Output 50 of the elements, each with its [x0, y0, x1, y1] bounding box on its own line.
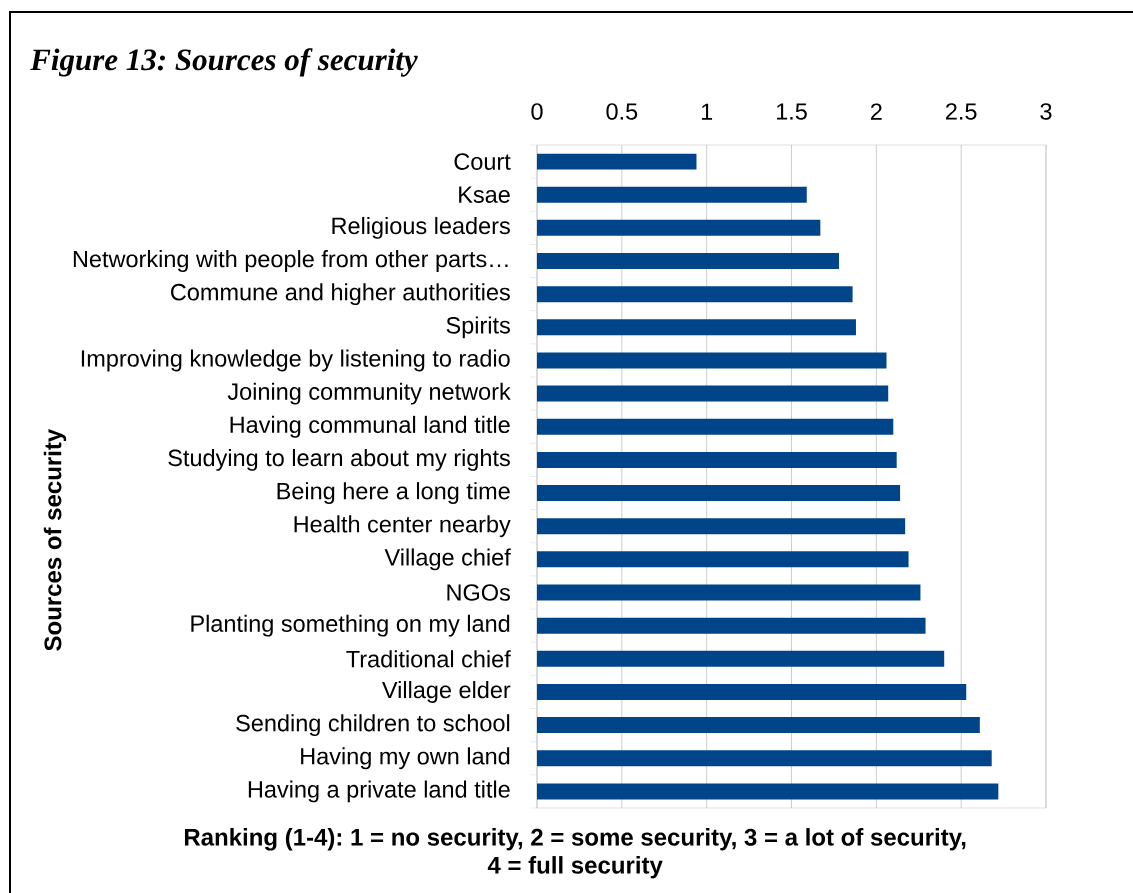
bar	[537, 385, 889, 402]
text: Figure 13: Sources of security	[30, 48, 418, 77]
y-tick-label: Village elder	[382, 681, 511, 703]
y-tick-label: Religious leaders	[332, 216, 510, 239]
y-tick-label: Ksae	[459, 186, 510, 203]
bar	[537, 352, 887, 369]
x-axis-title: Ranking (1-4): 1 = no security, 2 = some security, 3 = a lot of security, 4 = full security	[184, 828, 966, 879]
y-tick-label: Having my own land	[301, 747, 510, 770]
x-tick-label: 2	[870, 103, 882, 120]
y-tick-label: Improving knowledge by listening to radio	[81, 349, 510, 372]
y-tick-label: Being here a long time	[277, 482, 510, 505]
x-tick-label: 0	[531, 103, 543, 120]
y-tick-label: Health center nearby	[294, 515, 511, 538]
bar	[537, 219, 821, 236]
y-tick-label: Having a private land title	[248, 780, 510, 803]
y-tick-label: Sending children to school	[236, 714, 510, 737]
bar	[537, 717, 980, 734]
bar	[537, 683, 967, 700]
y-tick-label: Having communal land title	[230, 415, 510, 438]
bar	[537, 418, 894, 435]
y-tick-label: Studying to learn about my rights	[168, 448, 510, 471]
bar	[537, 319, 856, 336]
bar	[537, 286, 853, 303]
x-tick-label: 1.5	[776, 103, 807, 120]
bar	[537, 617, 926, 634]
bar	[537, 783, 999, 800]
x-tick-label: 0.5	[606, 103, 638, 120]
y-axis-title: Sources of security	[43, 428, 67, 651]
bar	[537, 451, 897, 468]
bar	[537, 650, 945, 667]
y-tick-label: Court	[454, 153, 511, 170]
bar	[537, 750, 992, 767]
y-tick-label: Traditional chief	[346, 650, 511, 668]
bar	[537, 485, 901, 502]
y-tick-label: Planting something on my land	[191, 614, 510, 637]
bar	[537, 186, 807, 203]
x-tick-label: 3	[1040, 103, 1052, 120]
bar	[537, 551, 909, 568]
y-tick-label: Networking with people from other parts…	[73, 250, 508, 272]
x-tick-label: 1	[701, 103, 713, 120]
bar	[537, 153, 697, 170]
bar	[537, 518, 906, 535]
bar	[537, 253, 839, 270]
bar	[537, 584, 921, 601]
y-tick-label: Spirits	[446, 316, 510, 339]
y-tick-label: Joining community network	[227, 382, 511, 405]
y-tick-label: NGOs	[447, 584, 510, 601]
y-tick-label: Village chief	[384, 548, 511, 571]
y-tick-label: Commune and higher authorities	[171, 283, 510, 306]
x-tick-label: 2.5	[946, 103, 977, 120]
